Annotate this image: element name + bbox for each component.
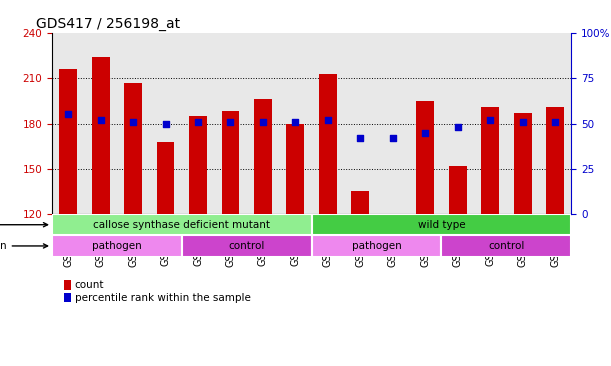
Point xyxy=(356,135,365,141)
Point xyxy=(453,124,463,130)
Point xyxy=(161,120,170,126)
Point xyxy=(388,135,398,141)
Text: control: control xyxy=(229,241,265,251)
Point xyxy=(258,119,268,125)
Point xyxy=(96,117,106,123)
Bar xyxy=(514,113,532,214)
Point xyxy=(290,119,300,125)
Bar xyxy=(546,107,564,214)
Text: GDS417 / 256198_at: GDS417 / 256198_at xyxy=(37,16,180,30)
Text: infection: infection xyxy=(0,241,48,251)
Point xyxy=(323,117,333,123)
Point xyxy=(550,119,560,125)
Bar xyxy=(312,214,571,235)
Bar xyxy=(182,235,312,257)
Bar xyxy=(189,116,207,214)
Point xyxy=(64,112,73,117)
Bar xyxy=(481,107,499,214)
Point xyxy=(225,119,235,125)
Bar xyxy=(156,142,175,214)
Bar xyxy=(442,235,571,257)
Text: pathogen: pathogen xyxy=(352,241,401,251)
Text: percentile rank within the sample: percentile rank within the sample xyxy=(75,292,251,303)
Bar xyxy=(351,191,369,214)
Bar xyxy=(416,101,434,214)
Bar xyxy=(254,100,272,214)
Text: wild type: wild type xyxy=(418,220,465,230)
Point xyxy=(518,119,527,125)
Bar xyxy=(92,57,109,214)
Bar xyxy=(448,166,467,214)
Bar xyxy=(222,111,240,214)
Bar xyxy=(287,124,304,214)
Text: pathogen: pathogen xyxy=(92,241,142,251)
Text: strain: strain xyxy=(0,220,48,230)
Point xyxy=(128,119,138,125)
Text: control: control xyxy=(488,241,525,251)
Bar xyxy=(124,83,142,214)
Bar xyxy=(319,74,337,214)
Point xyxy=(485,117,495,123)
Bar xyxy=(52,235,182,257)
Text: count: count xyxy=(75,280,104,290)
Point xyxy=(193,119,203,125)
Bar xyxy=(59,69,77,214)
Bar xyxy=(52,214,312,235)
Bar xyxy=(312,235,442,257)
Text: callose synthase deficient mutant: callose synthase deficient mutant xyxy=(93,220,270,230)
Point xyxy=(420,130,430,135)
